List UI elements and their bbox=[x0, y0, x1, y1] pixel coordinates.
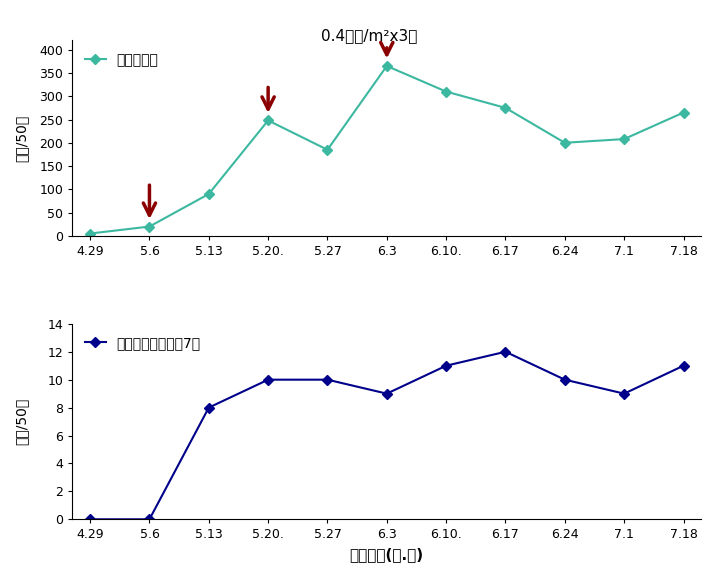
Legend: 꼬마남생이무당볌7레: 꼬마남생이무당볌7레 bbox=[80, 331, 207, 356]
Text: 0.4마리/m²x3회: 0.4마리/m²x3회 bbox=[321, 28, 417, 43]
X-axis label: 조사일자(월.일): 조사일자(월.일) bbox=[350, 547, 424, 562]
Y-axis label: 마리/50엽: 마리/50엽 bbox=[14, 398, 28, 445]
Legend: 목화진딧물: 목화진딧물 bbox=[80, 47, 164, 73]
Y-axis label: 마리/50엽: 마리/50엽 bbox=[14, 114, 28, 162]
